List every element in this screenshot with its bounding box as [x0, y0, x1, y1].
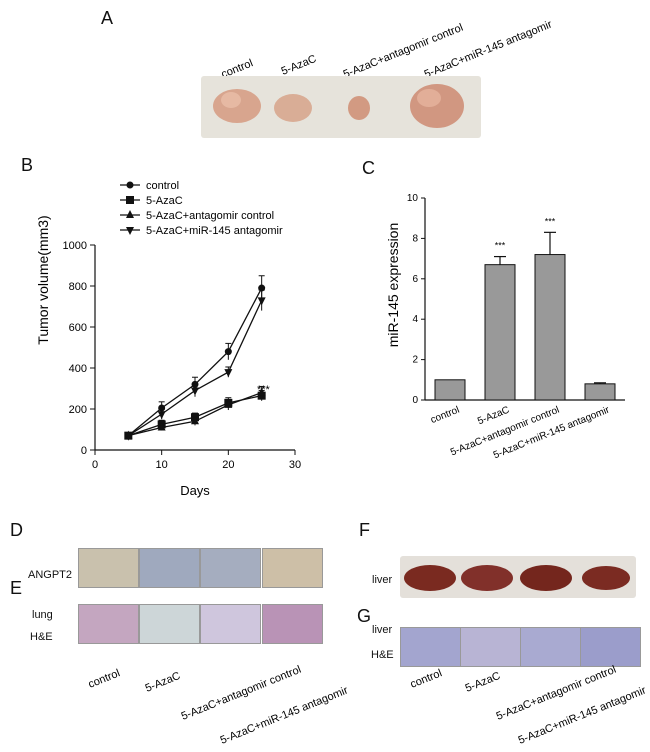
ihc-tile-control	[78, 548, 139, 588]
panel-letter-b: B	[21, 155, 34, 175]
panel-d-row-label: ANGPT2	[28, 569, 73, 581]
panel-letter-c: C	[362, 158, 375, 178]
chart-b-point	[191, 387, 199, 396]
chart-b-x-tick-label: 30	[289, 459, 301, 471]
liver-photo-graphic	[404, 565, 630, 591]
chart-c-ylabel: miR-145 expression	[385, 223, 401, 348]
tumor-photo-graphic	[213, 84, 464, 128]
panel-e-row-label-2: H&E	[30, 631, 53, 643]
chart-b-x-tick-label: 0	[92, 459, 98, 471]
panel-a-labels: control 5-AzaC 5-AzaC+antagomir control …	[220, 18, 554, 80]
panel-letter-a: A	[101, 8, 114, 28]
chart-b-point	[191, 416, 199, 425]
chart-b-point	[158, 404, 166, 412]
liver-he-tile-mir145-antagomir	[580, 627, 641, 667]
bottom-label-left-control: control	[87, 667, 122, 690]
chart-c-y-tick-label: 10	[407, 193, 419, 204]
tumor-volume-chart: Tumor volume(mm3) Days *** 0200400600800…	[35, 180, 301, 498]
chart-c-significance: ***	[545, 216, 556, 226]
bottom-label-right-azac: 5-AzaC	[464, 670, 503, 695]
lung-he-tile-antagomir-control	[200, 604, 261, 644]
ihc-tile-azac	[139, 548, 200, 588]
chart-b-y-tick-label: 0	[81, 445, 87, 457]
bottom-group-labels: control 5-AzaC 5-AzaC+antagomir control …	[87, 664, 648, 747]
chart-c-category-label: 5-AzaC	[476, 405, 511, 428]
liver-he-tile-antagomir-control	[520, 627, 581, 667]
chart-b-point	[157, 411, 166, 420]
chart-b-point	[224, 369, 233, 378]
chart-b-y-tick-label: 200	[69, 404, 87, 416]
chart-b-legend-marker	[126, 227, 134, 235]
chart-b-legend-marker	[126, 181, 134, 189]
chart-b-point	[224, 348, 232, 356]
panel-e-row-label-1: lung	[32, 609, 53, 621]
chart-c-significance: ***	[495, 241, 506, 251]
panel-g-row-label-1: liver	[372, 624, 393, 636]
panel-letter-f: F	[359, 520, 370, 540]
chart-b-y-tick-label: 800	[69, 281, 87, 293]
chart-c-bar	[484, 264, 516, 401]
ihc-tile-mir145-antagomir	[262, 548, 323, 588]
tumor-photo	[201, 76, 481, 138]
chart-b-x-tick-label: 10	[156, 459, 168, 471]
chart-b-legend-label: 5-AzaC	[146, 195, 183, 207]
lung-he-tile-control	[78, 604, 139, 644]
chart-c-bar	[534, 254, 566, 401]
chart-c-y-tick-label: 6	[412, 274, 418, 285]
chart-b-legend-label: 5-AzaC+miR-145 antagomir	[146, 225, 283, 237]
ihc-tile-antagomir-control	[200, 548, 261, 588]
panel-a-label-mir145-antagomir: 5-AzaC+miR-145 antagomir	[423, 18, 554, 80]
chart-c-bar	[584, 383, 616, 401]
chart-c-y-tick-label: 8	[412, 233, 418, 244]
lung-he-tile-mir145-antagomir	[262, 604, 323, 644]
chart-b-xlabel: Days	[180, 483, 210, 498]
panel-letter-e: E	[10, 578, 23, 598]
chart-b-point	[124, 432, 133, 441]
bottom-label-right-mir145-antagomir: 5-AzaC+miR-145 antagomir	[517, 684, 648, 746]
chart-b-y-tick-label: 600	[69, 322, 87, 334]
panel-a-label-azac: 5-AzaC	[280, 53, 319, 78]
liver-he-tile-azac	[460, 627, 521, 667]
chart-c-y-tick-label: 0	[412, 395, 418, 406]
mir145-expression-chart: miR-145 expression 0 2 4 6 8 10 control *** 5-Az…	[385, 193, 625, 461]
chart-b-point	[157, 422, 166, 431]
lung-he-tile-azac	[139, 604, 200, 644]
bottom-label-right-control: control	[409, 667, 444, 690]
bottom-label-left-azac: 5-AzaC	[144, 670, 183, 695]
chart-b-point	[224, 399, 233, 408]
chart-b-point	[257, 297, 266, 306]
chart-b-point	[257, 387, 266, 396]
chart-c-category-label: control	[429, 405, 461, 426]
panel-f-row-label: liver	[372, 574, 393, 586]
chart-b-legend-label: 5-AzaC+antagomir control	[146, 210, 274, 222]
panel-letter-g: G	[357, 606, 372, 626]
chart-c-bar	[434, 379, 466, 401]
chart-c-y-tick-label: 2	[412, 355, 418, 366]
chart-b-legend-marker	[126, 196, 134, 204]
liver-photo	[400, 556, 636, 598]
panel-letter-d: D	[10, 520, 23, 540]
chart-b-x-tick-label: 20	[222, 459, 234, 471]
chart-b-ylabel: Tumor volume(mm3)	[35, 215, 51, 344]
chart-b-y-tick-label: 400	[69, 363, 87, 375]
chart-b-legend-label: control	[146, 180, 179, 192]
chart-c-y-tick-label: 4	[412, 314, 418, 325]
chart-b-y-tick-label: 1000	[63, 240, 87, 252]
chart-b-legend-marker	[126, 210, 134, 218]
panel-g-row-label-2: H&E	[371, 649, 394, 661]
